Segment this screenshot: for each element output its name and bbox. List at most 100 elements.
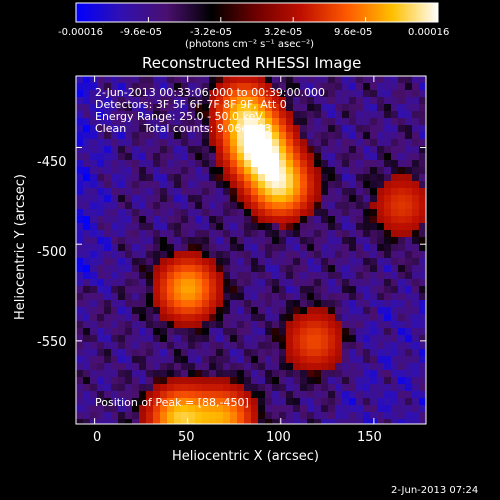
image-cell (216, 286, 223, 293)
image-cell (237, 265, 244, 272)
image-cell (90, 174, 97, 181)
image-cell (279, 174, 286, 181)
image-cell (342, 251, 349, 258)
image-cell (202, 209, 209, 216)
image-cell (349, 384, 356, 391)
image-cell (251, 384, 258, 391)
image-cell (146, 391, 153, 398)
image-cell (398, 160, 405, 167)
image-cell (384, 307, 391, 314)
image-cell (237, 335, 244, 342)
image-cell (160, 377, 167, 384)
image-cell (398, 377, 405, 384)
image-cell (153, 370, 160, 377)
image-cell (370, 188, 377, 195)
image-cell (90, 104, 97, 111)
image-cell (118, 167, 125, 174)
image-cell (314, 125, 321, 132)
image-cell (118, 230, 125, 237)
image-cell (335, 160, 342, 167)
image-cell (328, 146, 335, 153)
image-cell (377, 265, 384, 272)
image-cell (132, 146, 139, 153)
image-cell (377, 391, 384, 398)
image-cell (258, 342, 265, 349)
image-cell (342, 391, 349, 398)
image-cell (321, 167, 328, 174)
image-cell (90, 384, 97, 391)
image-cell (90, 398, 97, 405)
image-cell (258, 307, 265, 314)
image-cell (195, 223, 202, 230)
image-cell (167, 391, 174, 398)
image-cell (125, 160, 132, 167)
image-cell (111, 272, 118, 279)
image-cell (188, 195, 195, 202)
image-cell (251, 251, 258, 258)
image-cell (342, 419, 349, 424)
image-cell (195, 356, 202, 363)
image-cell (174, 195, 181, 202)
image-cell (188, 272, 195, 279)
image-cell (307, 97, 314, 104)
image-cell (377, 153, 384, 160)
image-cell (300, 335, 307, 342)
image-cell (230, 307, 237, 314)
image-cell (293, 125, 300, 132)
image-cell (167, 244, 174, 251)
image-cell (286, 111, 293, 118)
image-cell (321, 160, 328, 167)
image-cell (363, 104, 370, 111)
image-cell (377, 139, 384, 146)
image-cell (132, 314, 139, 321)
image-cell (230, 111, 237, 118)
image-cell (153, 258, 160, 265)
image-cell (384, 258, 391, 265)
image-cell (76, 258, 83, 265)
image-cell (230, 342, 237, 349)
image-cell (188, 188, 195, 195)
image-cell (398, 314, 405, 321)
image-cell (237, 363, 244, 370)
image-cell (125, 195, 132, 202)
image-cell (104, 90, 111, 97)
image-cell (321, 104, 328, 111)
image-cell (223, 230, 230, 237)
image-cell (412, 307, 419, 314)
image-cell (160, 216, 167, 223)
image-cell (230, 300, 237, 307)
image-cell (370, 83, 377, 90)
image-cell (167, 209, 174, 216)
image-cell (209, 251, 216, 258)
image-cell (258, 230, 265, 237)
image-cell (209, 370, 216, 377)
image-cell (160, 314, 167, 321)
image-cell (209, 230, 216, 237)
image-cell (363, 370, 370, 377)
image-cell (153, 335, 160, 342)
image-cell (293, 118, 300, 125)
image-cell (209, 202, 216, 209)
image-cell (104, 265, 111, 272)
image-cell (356, 230, 363, 237)
image-cell (272, 286, 279, 293)
image-cell (97, 279, 104, 286)
image-cell (83, 328, 90, 335)
image-cell (258, 104, 265, 111)
chart-title: Reconstructed RHESSI Image (142, 54, 362, 72)
image-cell (342, 356, 349, 363)
image-cell (321, 258, 328, 265)
image-cell (363, 167, 370, 174)
image-cell (363, 223, 370, 230)
image-cell (314, 419, 321, 424)
image-cell (391, 342, 398, 349)
plot-frame (75, 75, 427, 425)
image-cell (97, 258, 104, 265)
image-cell (132, 90, 139, 97)
image-cell (300, 244, 307, 251)
image-cell (384, 202, 391, 209)
x-tick-label-0: 0 (93, 430, 102, 445)
image-cell (391, 244, 398, 251)
image-cell (90, 230, 97, 237)
image-cell (167, 335, 174, 342)
